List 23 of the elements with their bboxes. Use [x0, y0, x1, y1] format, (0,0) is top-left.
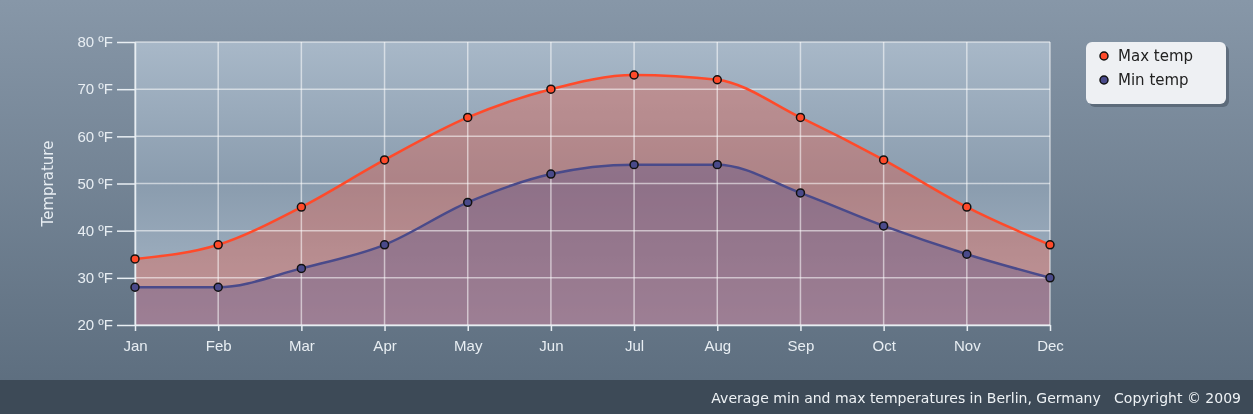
y-tick-label: 20 ºF — [77, 316, 113, 334]
x-tick-label: Jan — [123, 336, 148, 354]
x-tick-label: Jul — [625, 336, 645, 354]
y-tick-label: 50 ºF — [77, 174, 113, 192]
y-tick-label: 60 ºF — [77, 127, 113, 145]
x-tick-label: Sep — [787, 336, 815, 354]
x-tick-label: May — [454, 336, 483, 354]
legend-label: Max temp — [1118, 47, 1194, 66]
x-tick-label: Jun — [539, 336, 564, 354]
x-tick-label: Feb — [205, 336, 232, 354]
x-tick-label: Nov — [953, 336, 982, 354]
x-tick-label: Aug — [704, 336, 732, 354]
legend-label: Min temp — [1118, 71, 1189, 90]
x-tick-label: Apr — [373, 336, 397, 354]
x-tick-label: Dec — [1037, 336, 1065, 354]
y-tick-label: 30 ºF — [77, 269, 113, 287]
x-tick-label: Oct — [872, 336, 897, 354]
x-tick-label: Mar — [288, 336, 315, 354]
y-tick-label: 40 ºF — [77, 221, 113, 239]
y-tick-label: 70 ºF — [77, 80, 113, 98]
text: Average min and max temperatures in Berlin, Germany Copyright © 2009 — [711, 389, 1241, 406]
y-tick-label: 80 ºF — [77, 33, 113, 51]
y-axis-title: Temprature — [39, 140, 57, 228]
